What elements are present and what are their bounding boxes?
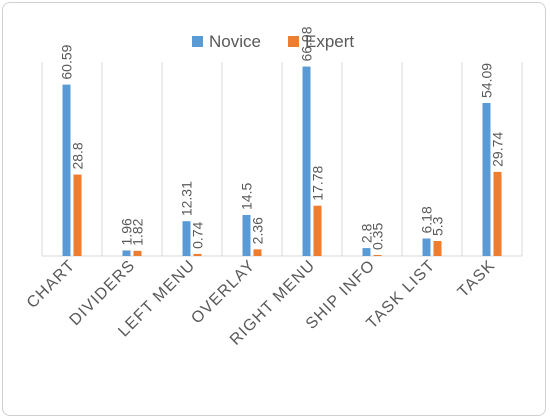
data-label-expert: 0.35 (370, 223, 386, 250)
bar-novice (62, 84, 71, 257)
bar-expert (493, 171, 502, 256)
category-label: CHART (24, 257, 79, 312)
data-label-expert: 0.74 (190, 221, 206, 248)
legend-label: Novice (209, 32, 261, 51)
data-label-novice: 2.8 (359, 223, 375, 243)
data-label-expert: 5.3 (430, 216, 446, 236)
data-label-novice: 14.5 (239, 183, 255, 210)
bar-expert (73, 174, 82, 256)
bar-novice (482, 103, 491, 257)
data-label-novice: 6.18 (419, 206, 435, 233)
bar-novice (122, 250, 131, 256)
legend-swatch-novice (192, 36, 203, 47)
data-label-expert: 17.78 (310, 165, 326, 200)
data-label-expert: 1.82 (130, 218, 146, 245)
data-label-novice: 60.59 (59, 44, 75, 79)
bar-novice (242, 214, 251, 256)
bar-novice (422, 238, 431, 256)
category-label: TASK (455, 257, 499, 301)
bar-expert (133, 250, 142, 256)
bar-novice (302, 66, 311, 256)
legend-label: Expert (305, 32, 354, 51)
bar-expert (193, 253, 202, 256)
data-label-expert: 28.8 (70, 142, 86, 169)
legend-swatch-expert (288, 36, 299, 47)
chart-frame (2, 2, 546, 416)
data-label-expert: 2.36 (250, 217, 266, 244)
bar-expert (433, 241, 442, 256)
bar-expert (373, 255, 382, 256)
data-label-expert: 29.74 (490, 132, 506, 167)
bar-expert (253, 249, 262, 256)
bar-novice (362, 248, 371, 256)
data-label-novice: 12.31 (179, 181, 195, 216)
bar-expert (313, 205, 322, 256)
data-label-novice: 66.98 (299, 26, 315, 61)
bar-novice (182, 221, 191, 256)
data-label-novice: 54.09 (479, 63, 495, 98)
data-label-novice: 1.96 (119, 218, 135, 245)
